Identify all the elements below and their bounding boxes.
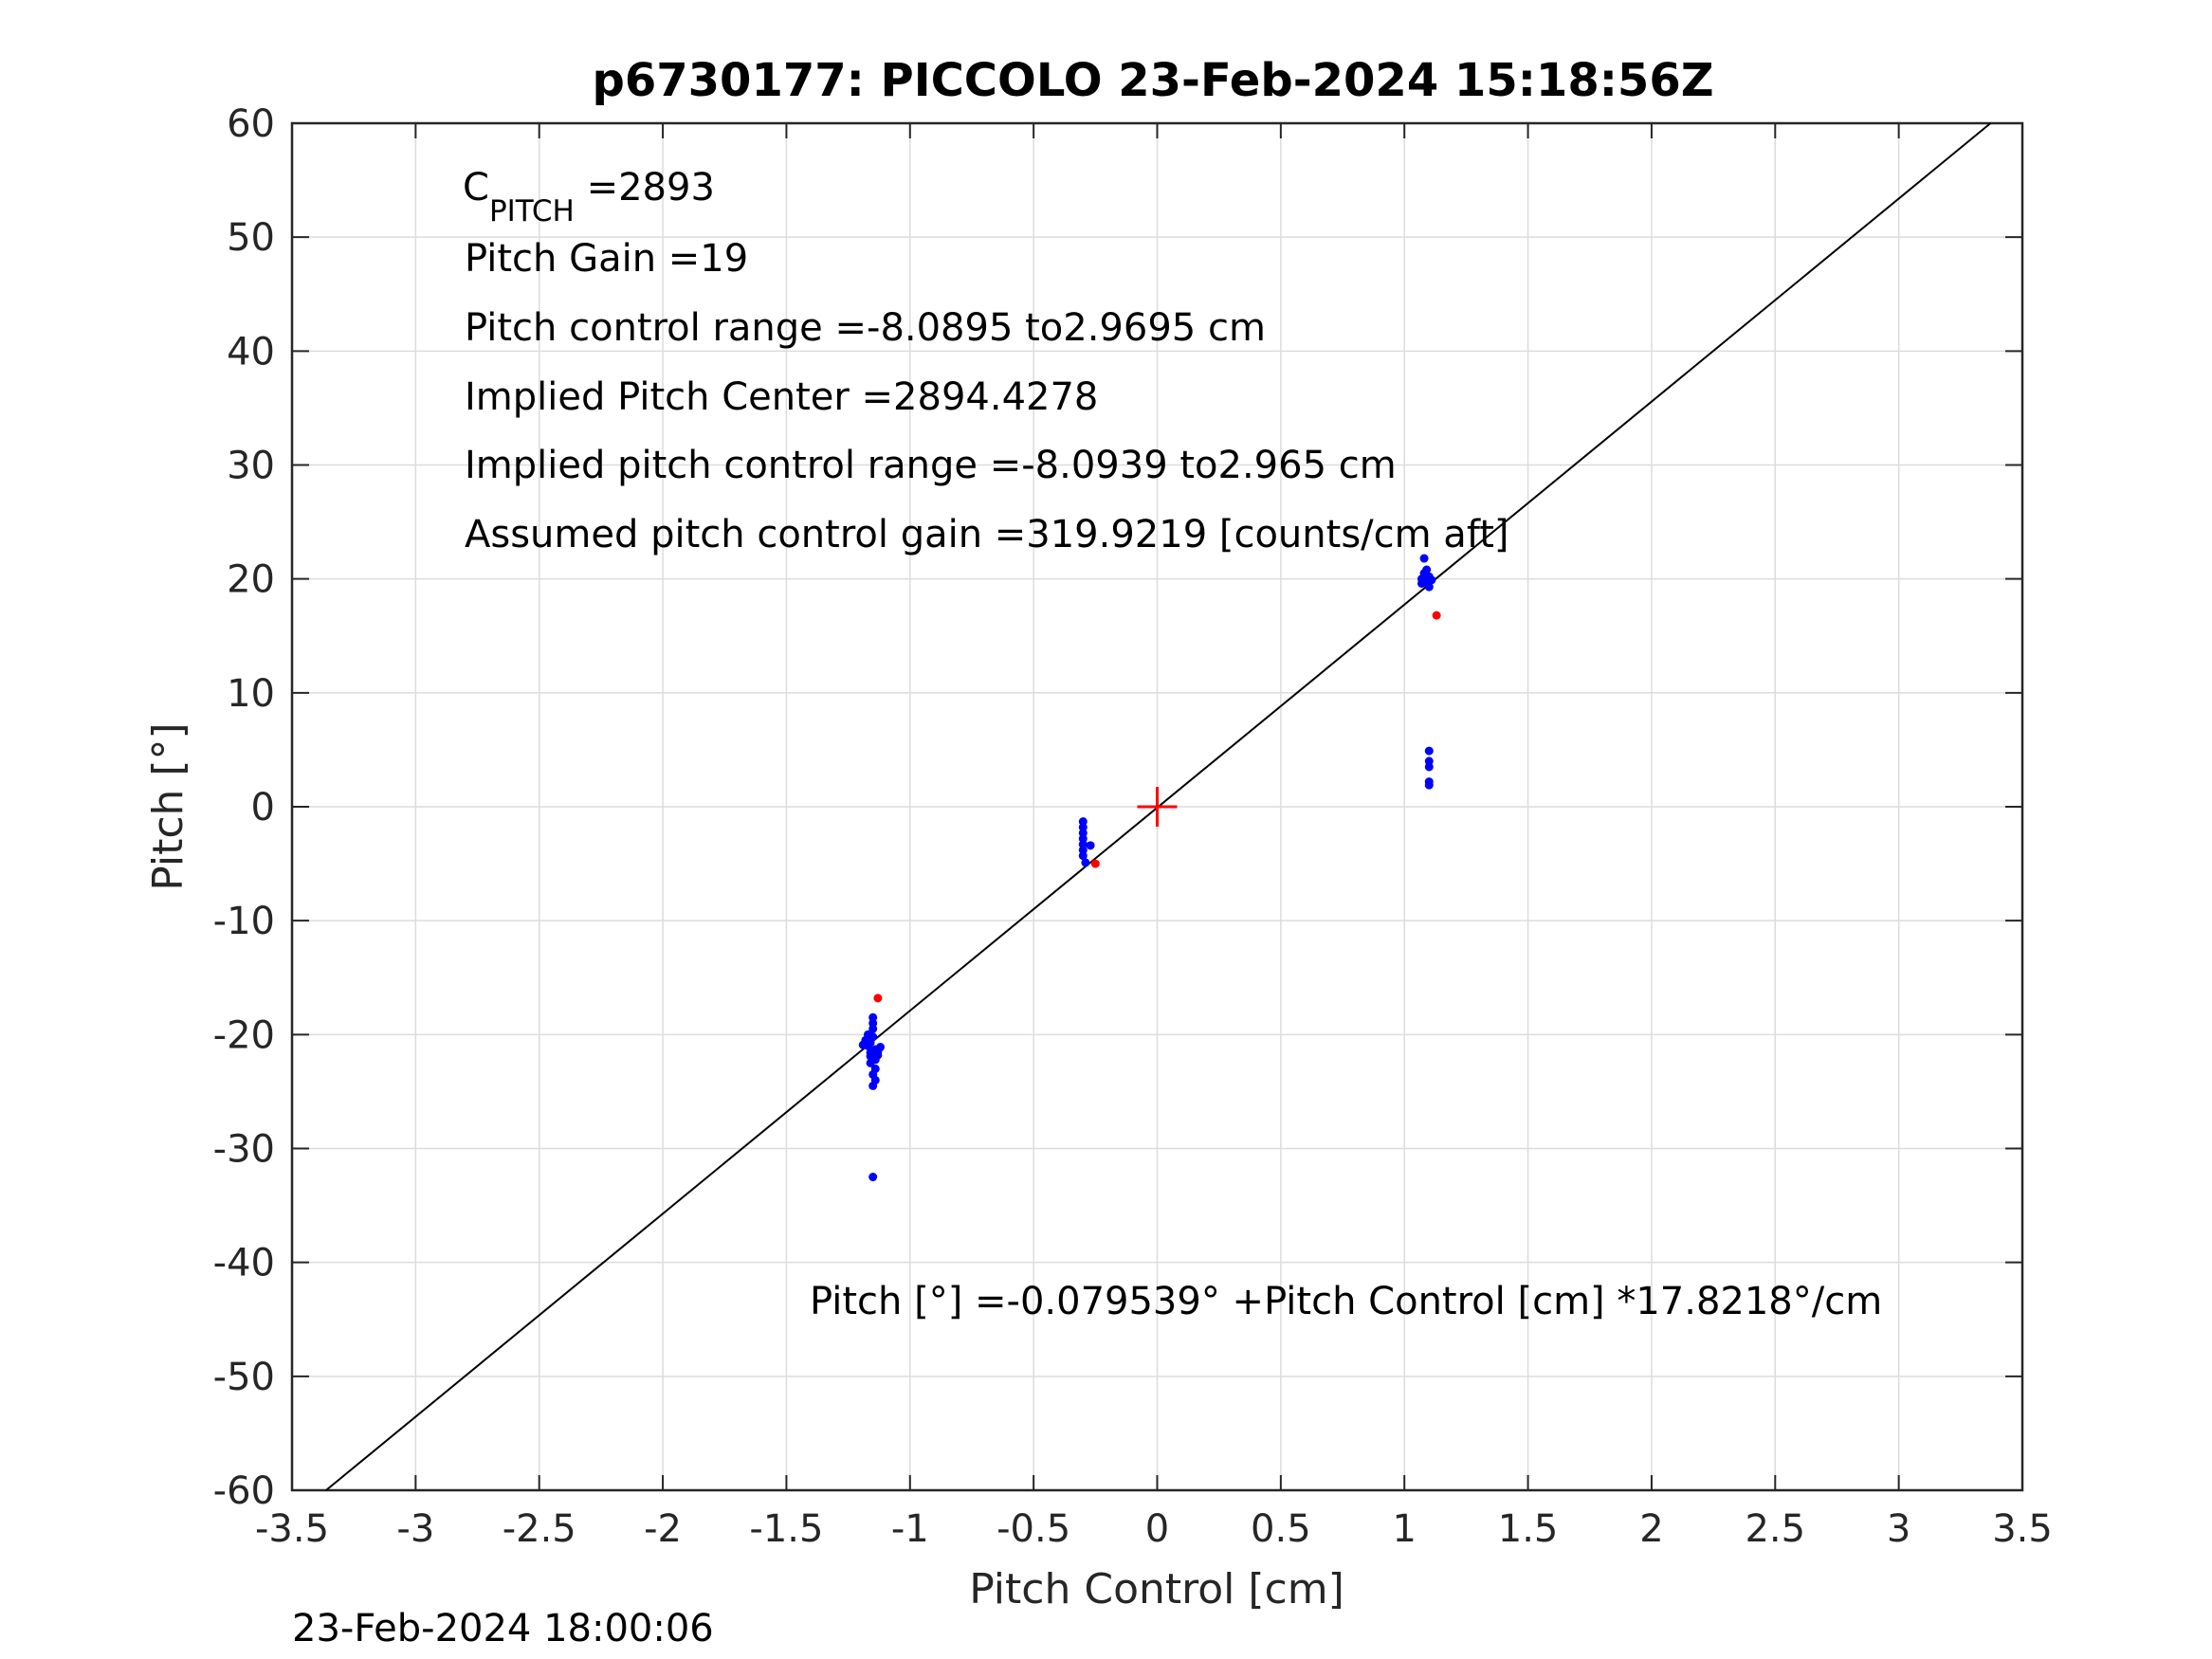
x-tick-label: -1.5	[749, 1507, 823, 1551]
data-points	[858, 554, 1441, 1182]
annotation-implied-center: Implied Pitch Center =2894.4278	[465, 375, 1098, 419]
annotation-block: CPITCH =2893 Pitch Gain =19 Pitch contro…	[463, 166, 1508, 556]
x-tick-label: -0.5	[996, 1507, 1070, 1551]
x-tick-label: 3	[1887, 1507, 1910, 1551]
cpitch-annotation: CPITCH =2893	[463, 166, 715, 228]
tick-marks	[291, 122, 2023, 1491]
cpitch-value: =2893	[575, 166, 715, 210]
data-point	[1419, 554, 1429, 563]
y-tick-label: 0	[251, 786, 275, 830]
data-point	[1090, 859, 1100, 868]
data-point	[868, 1173, 878, 1182]
data-point	[1427, 575, 1436, 585]
y-tick-label: 20	[227, 558, 275, 602]
annotation-control-gain: Assumed pitch control gain =319.9219 [co…	[465, 513, 1508, 556]
x-tick-label: -3.5	[255, 1507, 329, 1551]
data-point	[1422, 565, 1432, 574]
y-tick-label: 40	[227, 330, 275, 374]
y-tick-label: -60	[213, 1469, 275, 1513]
x-tick-label: 0	[1145, 1507, 1169, 1551]
x-tick-label: 2.5	[1745, 1507, 1805, 1551]
data-point	[1086, 841, 1095, 850]
data-point	[1424, 780, 1434, 790]
chart-title: p6730177: PICCOLO 23-Feb-2024 15:18:56Z	[592, 54, 1713, 107]
data-point	[1424, 582, 1434, 592]
data-point	[1424, 746, 1434, 756]
data-point	[868, 1081, 878, 1090]
data-point	[873, 1047, 883, 1056]
cpitch-base: C	[463, 166, 489, 210]
x-tick-label: -2	[644, 1507, 682, 1551]
data-point	[1417, 578, 1426, 588]
x-tick-label: -3	[396, 1507, 434, 1551]
data-point	[1081, 858, 1090, 867]
data-point	[863, 1030, 872, 1039]
x-tick-label: -1	[891, 1507, 929, 1551]
data-point	[873, 994, 883, 1003]
annotation-pitch-gain: Pitch Gain =19	[465, 237, 748, 281]
y-tick-label: -50	[213, 1356, 275, 1399]
x-tick-label: 1.5	[1498, 1507, 1559, 1551]
footer-timestamp: 23-Feb-2024 18:00:06	[292, 1607, 714, 1650]
data-point	[1078, 851, 1088, 861]
x-tick-labels: -3.5 -3 -2.5 -2 -1.5 -1 -0.5 0 0.5 1 1.5 2 2.5 3 3.5	[255, 1507, 2053, 1551]
x-tick-label: 2	[1639, 1507, 1663, 1551]
fit-equation: Pitch [°] =-0.079539° +Pitch Control [cm…	[810, 1280, 1882, 1323]
data-point	[866, 1038, 875, 1048]
y-tick-label: 30	[227, 445, 275, 488]
y-tick-label: 50	[227, 216, 275, 260]
data-point	[858, 1040, 868, 1049]
cpitch-subscript: PITCH	[489, 194, 575, 228]
x-tick-label: 1	[1392, 1507, 1416, 1551]
grid-lines	[291, 122, 2023, 1491]
y-tick-labels: -60 -50 -40 -30 -20 -10 0 10 20 30 40 50 60	[213, 102, 275, 1513]
y-axis-label: Pitch [°]	[144, 722, 192, 890]
x-tick-label: -2.5	[503, 1507, 576, 1551]
y-tick-label: -40	[213, 1242, 275, 1285]
data-point	[866, 1051, 875, 1061]
y-tick-label: -10	[213, 900, 275, 943]
data-point	[1432, 611, 1441, 620]
y-tick-label: -30	[213, 1128, 275, 1172]
x-tick-label: 0.5	[1251, 1507, 1311, 1551]
annotation-control-range: Pitch control range =-8.0895 to2.9695 cm	[465, 306, 1266, 350]
data-point	[1424, 762, 1434, 772]
annotation-implied-range: Implied pitch control range =-8.0939 to2…	[465, 444, 1397, 487]
data-point	[868, 1012, 878, 1022]
y-tick-label: 10	[227, 672, 275, 716]
y-tick-label: -20	[213, 1013, 275, 1057]
y-tick-label: 60	[227, 102, 275, 146]
x-axis-label: Pitch Control [cm]	[969, 1565, 1344, 1613]
x-tick-label: 3.5	[1992, 1507, 2053, 1551]
center-marker	[1137, 787, 1178, 827]
